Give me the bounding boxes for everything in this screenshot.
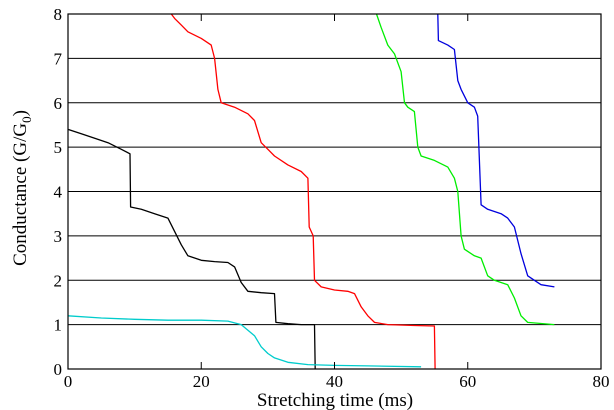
y-tick-label: 1: [54, 316, 63, 335]
y-tick-label: 4: [54, 183, 63, 202]
x-tick-label: 0: [64, 372, 73, 391]
x-tick-label: 60: [459, 372, 476, 391]
y-tick-label: 7: [54, 49, 63, 68]
x-tick-label: 80: [593, 372, 610, 391]
x-axis-label: Stretching time (ms): [257, 390, 413, 410]
y-tick-label: 5: [54, 138, 63, 157]
series-line-red: [170, 13, 436, 370]
y-axis-label: Conductance (G/G0): [10, 110, 34, 266]
y-axis-label-subscript: 0: [19, 116, 34, 123]
x-tick-label: 40: [326, 372, 343, 391]
series-group: [67, 13, 555, 370]
series-line-cyan: [67, 315, 422, 368]
y-axis-label-end: ): [10, 110, 31, 116]
series-line-black: [67, 128, 316, 370]
y-tick-label: 2: [54, 271, 63, 290]
series-line-green: [375, 13, 555, 326]
x-tick-label: 20: [193, 372, 210, 391]
y-tick-label: 0: [54, 360, 63, 379]
axis-ticks: 0 20 40 60 80 0 1 2 3 4 5 6 7 8: [54, 5, 610, 391]
series-line-blue: [437, 13, 555, 288]
gridlines: [68, 57, 601, 326]
y-tick-label: 3: [54, 227, 63, 246]
y-tick-label: 8: [54, 5, 63, 24]
y-axis-label-main: Conductance (G/G: [10, 123, 31, 266]
y-tick-label: 6: [54, 94, 63, 113]
